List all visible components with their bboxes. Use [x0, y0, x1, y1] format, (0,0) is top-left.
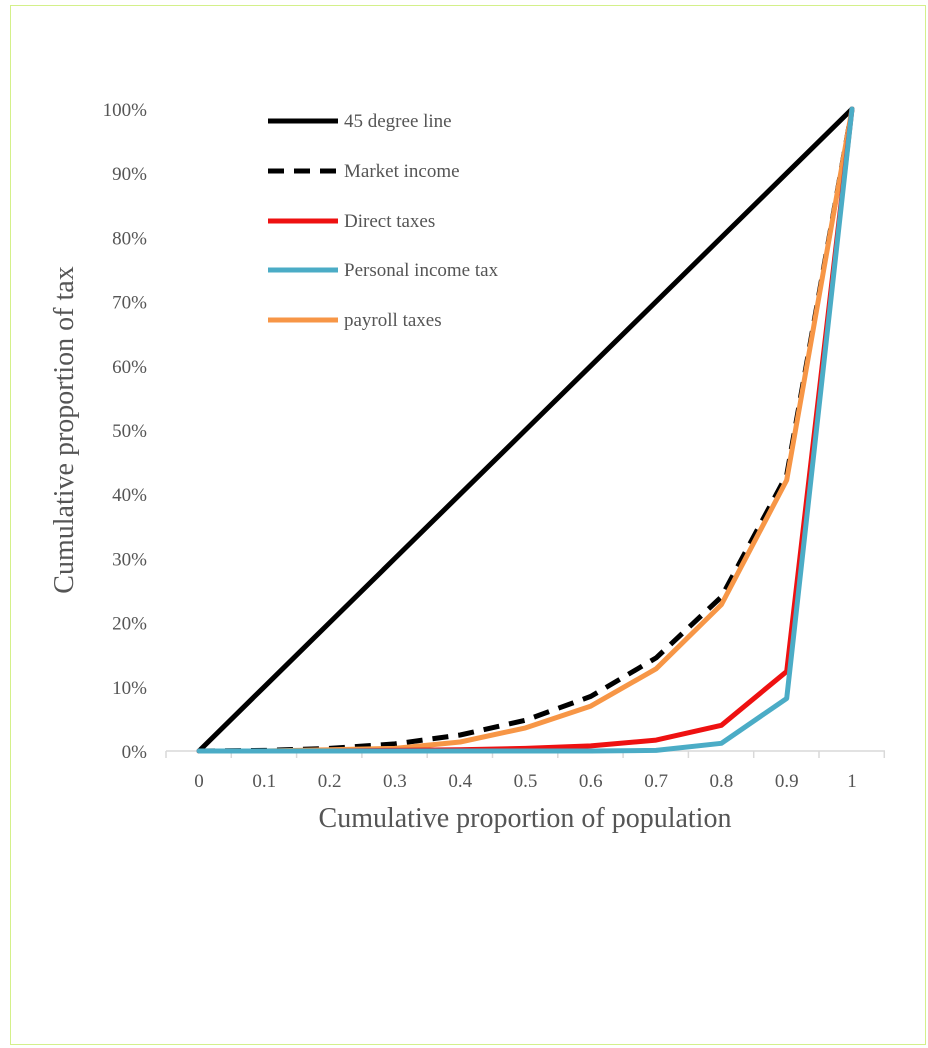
x-tick-label: 0	[194, 771, 204, 792]
x-tick-label: 0.6	[579, 771, 603, 792]
y-tick-label: 70%	[112, 293, 147, 314]
x-tick-label: 0.2	[318, 771, 342, 792]
x-tick-label: 0.1	[252, 771, 276, 792]
y-tick-label: 10%	[112, 678, 147, 699]
y-tick-label: 90%	[112, 164, 147, 185]
x-tick-label: 1	[847, 771, 857, 792]
y-tick-label: 50%	[112, 421, 147, 442]
chart-frame	[10, 5, 926, 1045]
y-tick-label: 80%	[112, 228, 147, 249]
x-tick-label: 0.9	[775, 771, 799, 792]
x-axis-title: Cumulative proportion of population	[319, 803, 732, 834]
x-tick-label: 0.7	[644, 771, 668, 792]
y-axis-title: Cumulative proportion of tax	[49, 266, 80, 593]
x-tick-label: 0.8	[710, 771, 734, 792]
series-layer	[196, 106, 855, 754]
x-tick-label: 0.4	[448, 771, 472, 792]
legend-label-market-income: Market income	[344, 161, 460, 182]
y-tick-label: 0%	[122, 742, 148, 763]
y-tick-label: 100%	[103, 100, 148, 121]
x-tick-label: 0.3	[383, 771, 407, 792]
y-tick-label: 40%	[112, 485, 147, 506]
legend: 45 degree line Market income Direct taxes P…	[268, 111, 499, 331]
y-tick-label: 60%	[112, 357, 147, 378]
axes: 0 0.1 0.2 0.3 0.4 0.5 0.6 0.7 0.8 0.9 10%10%20%30%…	[103, 100, 886, 792]
y-tick-label: 30%	[112, 549, 147, 570]
series-line-personal-income-tax	[196, 106, 855, 754]
series-line-45-degree-line	[196, 106, 855, 754]
y-tick-label: 20%	[112, 614, 147, 635]
legend-label-45-degree-line: 45 degree line	[344, 111, 452, 132]
legend-label-payroll-taxes: payroll taxes	[344, 310, 442, 331]
legend-label-direct-taxes: Direct taxes	[344, 211, 435, 232]
x-tick-label: 0.5	[514, 771, 538, 792]
legend-label-personal-income-tax: Personal income tax	[344, 260, 499, 281]
